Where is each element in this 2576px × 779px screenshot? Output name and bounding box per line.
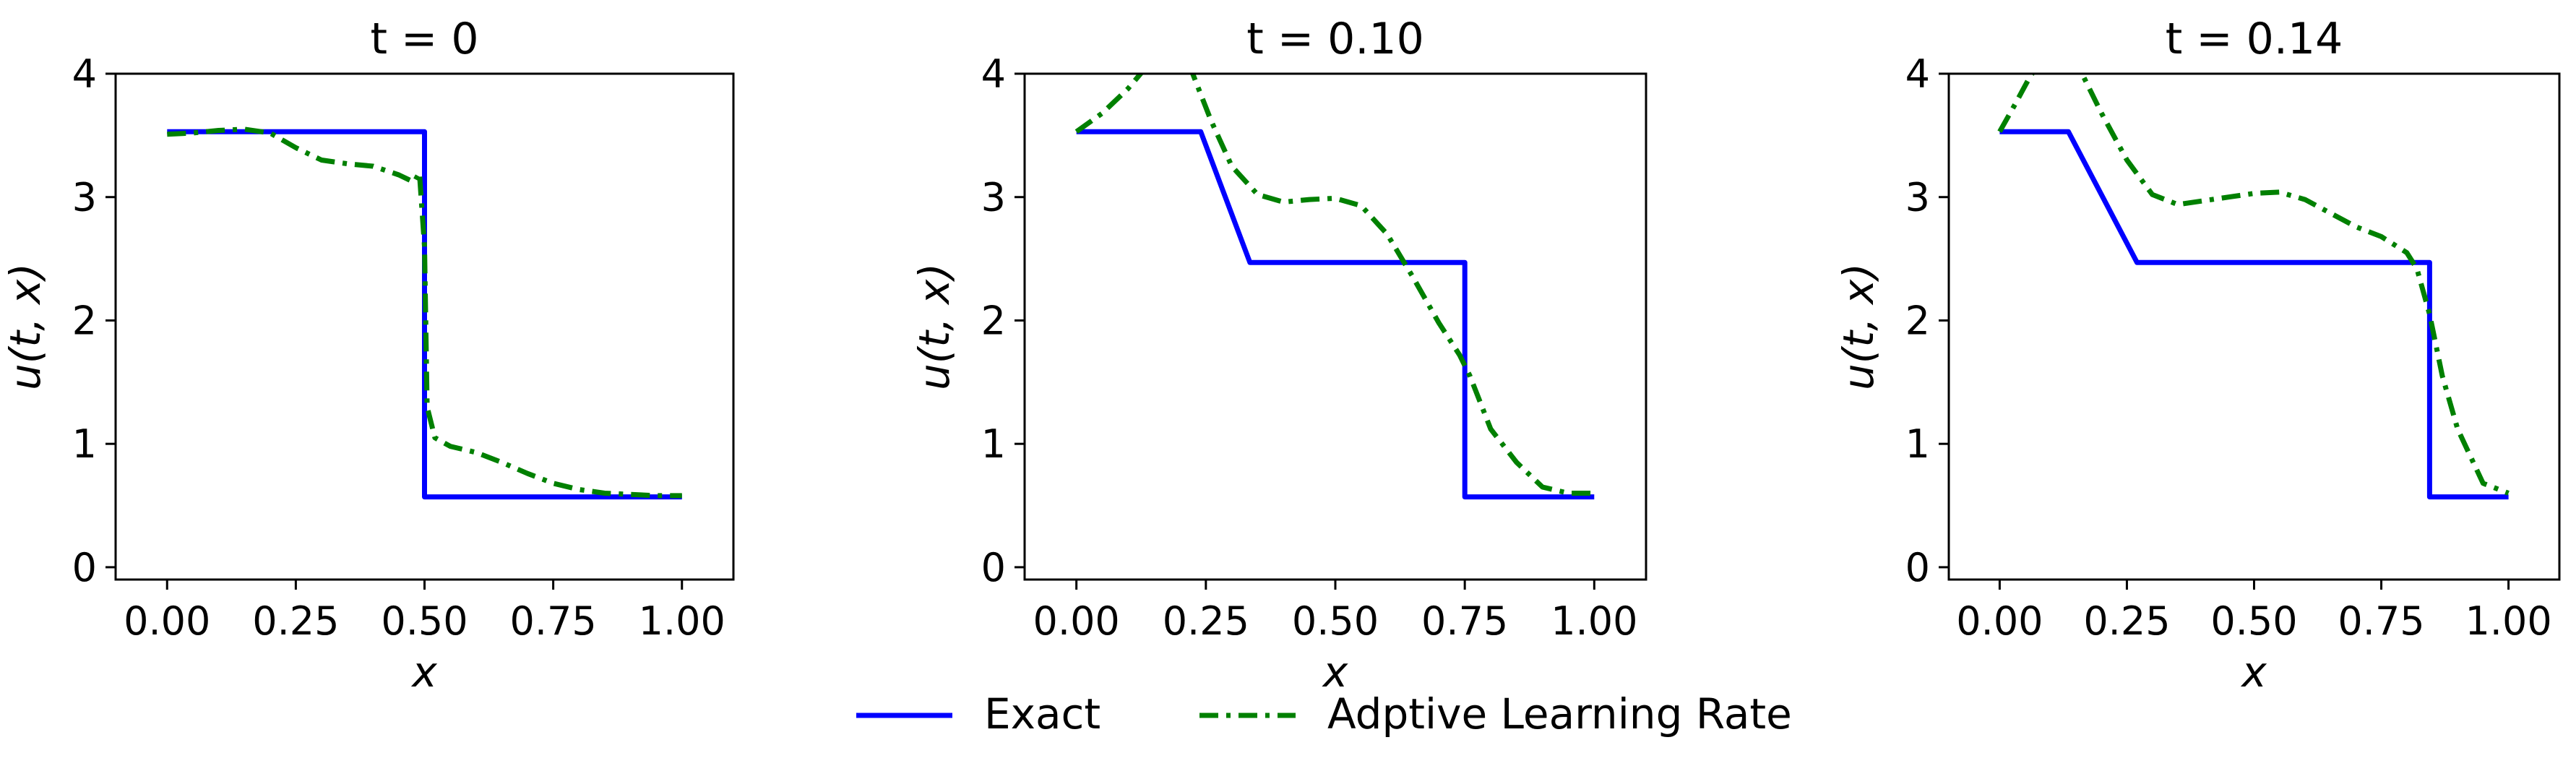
y-tick-label: 4 <box>72 51 97 97</box>
x-tick-label: 0.25 <box>2083 598 2170 644</box>
y-tick-label: 2 <box>72 298 97 343</box>
y-tick-label: 2 <box>1905 298 1930 343</box>
y-tick-label: 1 <box>1905 421 1930 467</box>
x-axis-label: x <box>1322 647 1348 697</box>
x-tick-label: 0.25 <box>252 598 339 644</box>
chart-title: t = 0.10 <box>1246 14 1424 64</box>
series-line-exact <box>1999 129 2509 500</box>
y-tick-label: 2 <box>981 298 1006 343</box>
x-axis-label: x <box>410 647 437 697</box>
x-tick-label: 0.50 <box>1292 598 1379 644</box>
y-tick-label: 3 <box>981 175 1006 220</box>
series-line-exact <box>1076 129 1595 500</box>
chart-title: t = 0.14 <box>2166 14 2343 64</box>
y-tick-label: 0 <box>72 545 97 590</box>
legend: Exact Adptive Learning Rate <box>856 689 1792 739</box>
x-tick-label: 0.50 <box>2210 598 2297 644</box>
y-tick-label: 0 <box>1905 545 1930 590</box>
chart-panel-3: 0.00 0.25 0.50 0.75 1.00 0 1 2 3 4 x u(t, x) t = 0.1… <box>1834 14 2561 697</box>
x-tick-label: 1.00 <box>1551 598 1637 644</box>
y-tick-label: 0 <box>981 545 1006 590</box>
y-axis-label: u(t, x) <box>1834 263 1883 390</box>
x-tick-label: 0.00 <box>1956 598 2043 644</box>
x-tick-label: 1.00 <box>639 598 725 644</box>
x-tick-label: 0.75 <box>2338 598 2424 644</box>
x-tick-label: 0.00 <box>124 598 210 644</box>
plot-frame <box>1023 72 1647 581</box>
series-line-adaptive <box>1997 74 2510 496</box>
x-axis-label: x <box>2240 647 2267 697</box>
y-tick-label: 1 <box>981 421 1006 467</box>
series-line-adaptive <box>1074 74 1595 496</box>
chart-panel-2: 0.00 0.25 0.50 0.75 1.00 0 1 2 3 4 x u(t, x) t = 0.1… <box>910 14 1647 697</box>
legend-label-adaptive: Adptive Learning Rate <box>1327 689 1792 739</box>
x-tick-label: 0.00 <box>1033 598 1120 644</box>
plot-frame <box>1947 72 2561 581</box>
legend-label-exact: Exact <box>984 689 1100 739</box>
y-tick-label: 4 <box>981 51 1006 97</box>
x-tick-label: 0.25 <box>1163 598 1249 644</box>
chart-title: t = 0 <box>370 14 478 64</box>
y-tick-label: 4 <box>1905 51 1930 97</box>
x-tick-label: 0.50 <box>381 598 468 644</box>
y-tick-label: 3 <box>1905 175 1930 220</box>
x-tick-label: 0.75 <box>1421 598 1508 644</box>
x-tick-label: 0.75 <box>510 598 597 644</box>
y-tick-label: 3 <box>72 175 97 220</box>
y-tick-label: 1 <box>72 421 97 467</box>
series-line-adaptive <box>167 126 682 499</box>
chart-panel-1: 0.00 0.25 0.50 0.75 1.00 0 1 2 3 4 x u(t, x) t = 0 <box>1 14 735 697</box>
x-tick-label: 1.00 <box>2465 598 2551 644</box>
y-axis-label: u(t, x) <box>1 263 50 390</box>
series-line-exact <box>167 129 682 500</box>
y-axis-label: u(t, x) <box>910 263 959 390</box>
